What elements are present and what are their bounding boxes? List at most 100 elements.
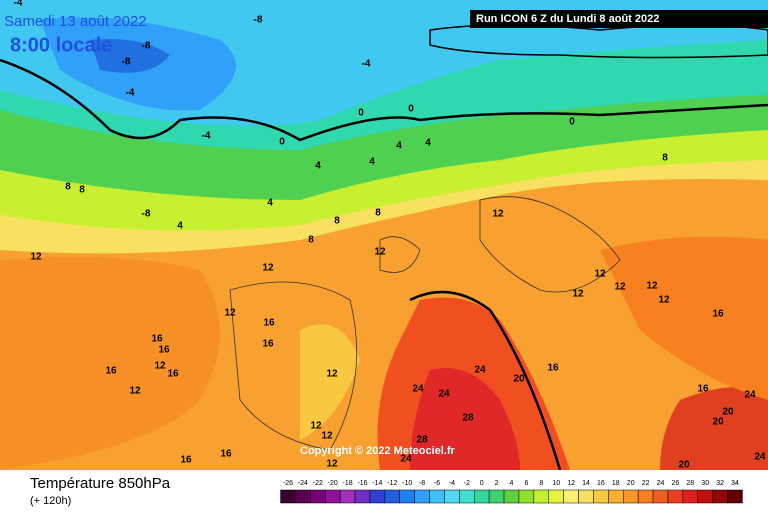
legend-swatch [608, 489, 624, 504]
forecast-date: Samedi 13 août 2022 [4, 13, 147, 30]
legend-tick: 28 [686, 480, 694, 487]
legend-tick: 12 [567, 480, 575, 487]
legend-swatch [652, 489, 669, 504]
legend-tick: 4 [510, 480, 514, 487]
band-red-east [660, 386, 768, 470]
contour-label: 16 [712, 309, 724, 320]
legend-swatch [548, 489, 564, 504]
contour-label: 16 [180, 455, 192, 466]
contour-label: 4 [369, 157, 375, 168]
contour-label: 12 [321, 431, 333, 442]
contour-label: 24 [474, 365, 486, 376]
contour-label: 12 [646, 281, 658, 292]
legend-swatch [444, 489, 460, 504]
contour-label: 28 [416, 435, 428, 446]
forecast-time: 8:00 locale [10, 34, 112, 56]
legend-tick: 26 [672, 480, 680, 487]
legend-tick: -4 [449, 480, 455, 487]
footer-title: Température 850hPa [30, 475, 171, 492]
country-borders [229, 196, 621, 451]
legend-tick: -16 [357, 480, 367, 487]
legend-swatch [429, 489, 445, 504]
contour-label: 16 [697, 384, 709, 395]
contour-label: 16 [262, 339, 274, 350]
contour-label: 4 [177, 221, 183, 232]
contour-label: -8 [142, 209, 151, 220]
isotherm-24 [409, 290, 562, 471]
contour-label: 12 [224, 308, 236, 319]
contour-label: -8 [122, 57, 131, 68]
legend-tick: 32 [716, 480, 724, 487]
contour-label: 0 [408, 104, 414, 115]
contour-label: -4 [202, 131, 211, 142]
legend-swatch [325, 489, 341, 504]
zero-isotherm [0, 58, 768, 142]
legend-tick: 20 [627, 480, 635, 487]
contour-label: 20 [712, 417, 724, 428]
legend-swatch [339, 489, 356, 504]
legend-tick: 18 [612, 480, 620, 487]
legend-tick: 14 [582, 480, 590, 487]
legend-tick: 6 [524, 480, 528, 487]
legend-tick: -2 [464, 480, 470, 487]
contour-label: 16 [158, 345, 170, 356]
contour-label: 16 [105, 366, 117, 377]
legend-swatch [727, 489, 743, 504]
legend-tick: 16 [597, 480, 605, 487]
contour-label: 20 [678, 460, 690, 471]
legend-swatch [414, 489, 430, 504]
legend-tick: -26 [283, 480, 293, 487]
legend-swatch [712, 489, 728, 504]
contour-label: 0 [358, 108, 364, 119]
contour-label: 8 [375, 208, 381, 219]
contour-label: 4 [267, 198, 273, 209]
contour-label: 12 [30, 252, 42, 263]
legend-swatch [563, 489, 579, 504]
contour-label: 8 [662, 153, 668, 164]
legend-swatch [488, 489, 505, 504]
contour-label: 12 [658, 295, 670, 306]
contour-label: 12 [326, 369, 338, 380]
legend-tick: 24 [657, 480, 665, 487]
contour-label: 12 [154, 361, 166, 372]
contour-label: 16 [547, 363, 559, 374]
contour-label: 24 [754, 452, 766, 463]
contour-label: 0 [569, 117, 575, 128]
legend-swatch [459, 489, 475, 504]
legend-tick: 22 [642, 480, 650, 487]
contour-label: 12 [262, 263, 274, 274]
contour-label: 20 [722, 407, 734, 418]
legend-tick: -10 [402, 480, 412, 487]
legend-tick: 34 [731, 480, 739, 487]
legend-swatch [295, 489, 311, 504]
contour-label: 24 [400, 454, 412, 465]
contour-label: 28 [462, 413, 474, 424]
contour-label: 4 [425, 138, 431, 149]
legend-tick: -20 [328, 480, 338, 487]
legend-tick: -18 [343, 480, 353, 487]
legend-swatch [533, 489, 549, 504]
contour-label: 16 [220, 449, 232, 460]
contour-label: 12 [614, 282, 626, 293]
legend-swatch [369, 489, 386, 504]
legend-swatch [578, 489, 594, 504]
band-orange-east [600, 236, 768, 400]
color-legend: -26 -24 -22 -20 -18 -16 -14 -12 -10 -8 -6 -4 -2 0 2 4 6 8… [280, 480, 743, 504]
legend-tick: -14 [372, 480, 382, 487]
legend-swatch [474, 489, 490, 504]
contour-label: 4 [315, 161, 321, 172]
contour-label: 8 [334, 216, 340, 227]
contour-label: 4 [396, 141, 402, 152]
contour-label: 20 [513, 374, 525, 385]
legend-swatch [310, 489, 326, 504]
legend-swatch [667, 489, 684, 504]
legend-swatch [637, 489, 654, 504]
legend-tick: -8 [419, 480, 425, 487]
contour-label: 12 [374, 247, 386, 258]
contour-label: 16 [151, 334, 163, 345]
contour-label: 16 [167, 369, 179, 380]
run-box [470, 10, 768, 28]
contour-label: 12 [492, 209, 504, 220]
contour-label: 12 [310, 421, 322, 432]
